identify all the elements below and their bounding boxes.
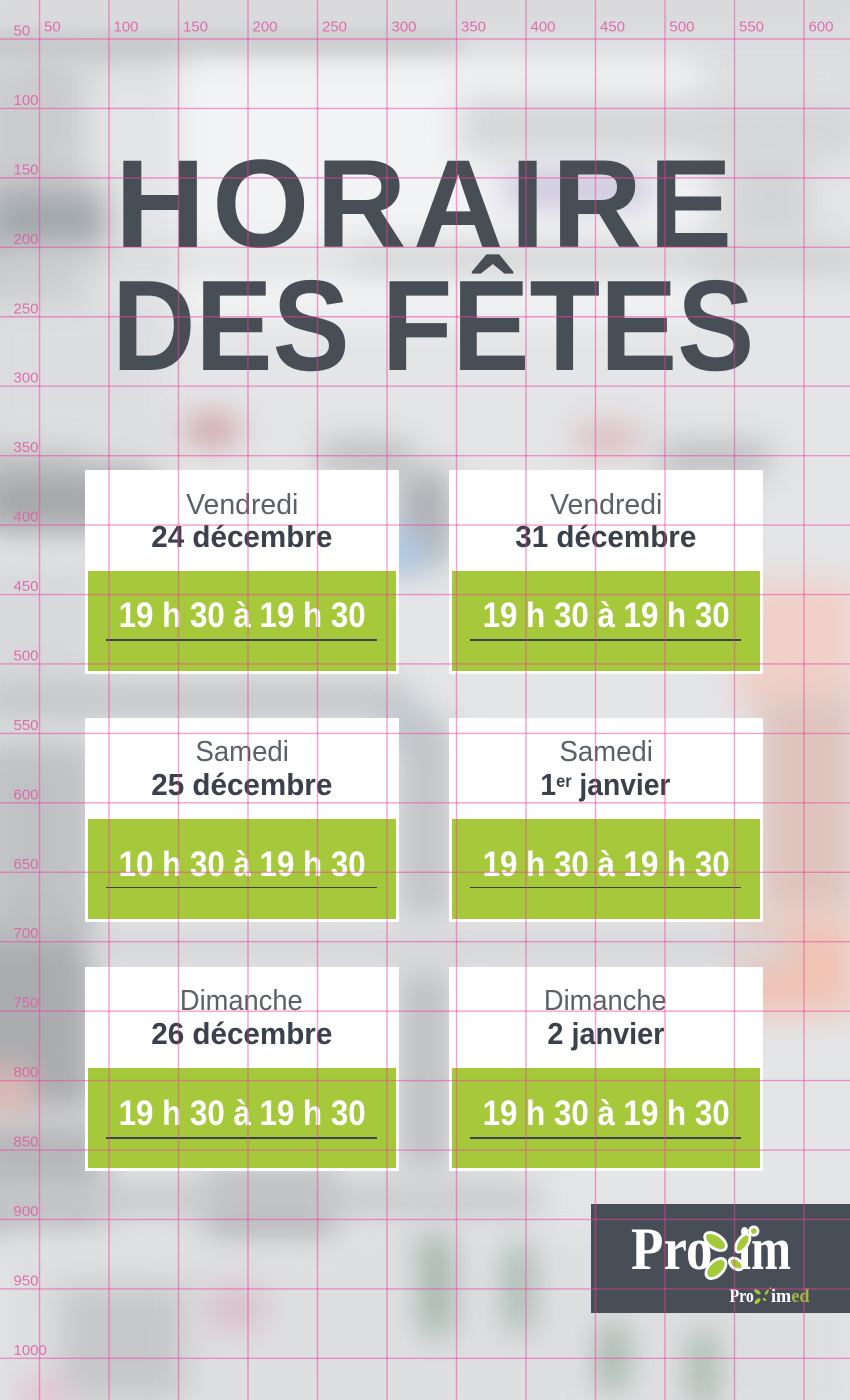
svg-text:850: 850 [14, 1134, 39, 1151]
svg-text:450: 450 [600, 19, 625, 36]
svg-text:100: 100 [114, 19, 139, 36]
svg-text:600: 600 [14, 786, 39, 803]
svg-text:650: 650 [14, 856, 39, 873]
svg-text:550: 550 [739, 19, 764, 36]
svg-text:700: 700 [14, 925, 39, 942]
svg-text:500: 500 [670, 19, 695, 36]
svg-text:250: 250 [322, 19, 347, 36]
svg-text:200: 200 [253, 19, 278, 36]
svg-text:100: 100 [14, 92, 39, 109]
svg-text:400: 400 [531, 19, 556, 36]
svg-text:750: 750 [14, 995, 39, 1012]
svg-text:300: 300 [14, 370, 39, 387]
svg-text:1000: 1000 [14, 1342, 47, 1359]
svg-text:550: 550 [14, 717, 39, 734]
svg-text:900: 900 [14, 1203, 39, 1220]
svg-text:500: 500 [14, 647, 39, 664]
svg-text:350: 350 [14, 439, 39, 456]
svg-text:300: 300 [392, 19, 417, 36]
svg-text:950: 950 [14, 1272, 39, 1289]
svg-text:400: 400 [14, 509, 39, 526]
svg-text:600: 600 [809, 19, 834, 36]
svg-text:50: 50 [44, 19, 61, 36]
svg-text:250: 250 [14, 300, 39, 317]
svg-text:Pro: Pro [631, 1217, 713, 1283]
svg-text:200: 200 [14, 231, 39, 248]
svg-text:im: im [737, 1216, 790, 1282]
svg-text:50: 50 [14, 23, 31, 40]
svg-text:800: 800 [14, 1064, 39, 1081]
svg-text:150: 150 [14, 161, 39, 178]
svg-text:350: 350 [461, 19, 486, 36]
svg-text:450: 450 [14, 578, 39, 595]
svg-text:150: 150 [183, 19, 208, 36]
